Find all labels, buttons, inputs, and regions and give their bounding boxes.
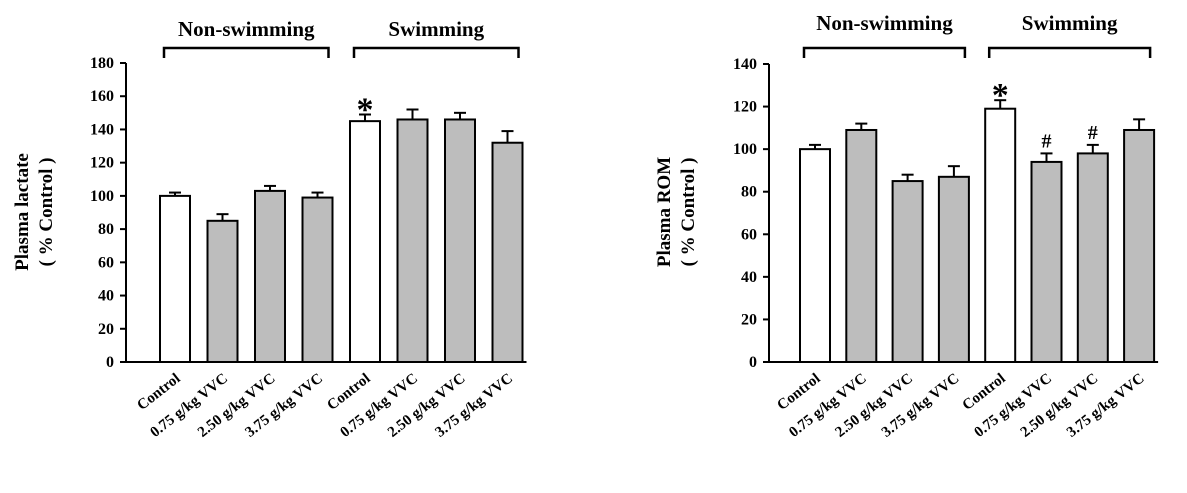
group-bracket	[352, 46, 520, 58]
chart-2: 0 20 40 60 80 100 120 140 Plasma ROM( % Control …	[654, 11, 1159, 441]
y-tick-label: 60	[741, 226, 757, 243]
bar	[301, 196, 334, 363]
y-tick-label: 100	[90, 188, 114, 205]
group-label: Non-swimming	[178, 17, 315, 41]
significance-annotation: *	[992, 77, 1009, 114]
y-tick-label: 40	[98, 288, 114, 305]
bar	[1030, 160, 1063, 363]
chart-1: 0 20 40 60 80 100 120 140 160 180 Plasma lactate( …	[12, 17, 527, 441]
bar	[984, 107, 1017, 363]
y-tick-label: 80	[98, 221, 114, 238]
group-label: Swimming	[1022, 11, 1118, 35]
bar	[845, 128, 878, 363]
bar	[206, 219, 239, 363]
bar	[937, 175, 970, 363]
bar	[1123, 128, 1156, 363]
group-label: Non-swimming	[816, 11, 953, 35]
group-label: Swimming	[388, 17, 484, 41]
group-bracket	[802, 46, 967, 58]
group-bracket	[162, 46, 330, 58]
bar	[1076, 152, 1109, 363]
y-tick-label: 0	[749, 354, 757, 371]
y-tick-label: 20	[98, 321, 114, 338]
y-tick-label: 20	[741, 311, 757, 328]
y-tick-label: 80	[741, 184, 757, 201]
y-tick-label: 140	[733, 56, 757, 73]
y-tick-label: 0	[106, 354, 114, 371]
bar	[349, 120, 381, 363]
y-tick-label: 100	[733, 141, 757, 158]
y-tick-label: 180	[90, 55, 114, 72]
y-axis-label: Plasma lactate	[12, 153, 33, 271]
bar	[491, 141, 524, 363]
bar	[396, 118, 429, 363]
y-tick-label: 60	[98, 254, 114, 271]
y-axis-label-units: ( % Control )	[36, 158, 57, 267]
significance-annotation: *	[357, 91, 374, 128]
bar	[891, 180, 924, 363]
y-tick-label: 120	[733, 99, 757, 116]
bar	[254, 189, 286, 363]
y-tick-label: 140	[90, 121, 114, 138]
y-tick-label: 160	[90, 88, 114, 105]
bar	[799, 148, 831, 363]
bar	[444, 118, 476, 363]
group-bracket	[987, 46, 1152, 58]
y-axis-label-units: ( % Control )	[678, 158, 699, 267]
bar	[159, 194, 191, 363]
significance-annotation: #	[1042, 130, 1052, 152]
y-tick-label: 40	[741, 269, 757, 286]
significance-annotation: #	[1088, 122, 1098, 144]
y-axis-label: Plasma ROM	[654, 157, 675, 267]
y-tick-label: 120	[90, 155, 114, 172]
